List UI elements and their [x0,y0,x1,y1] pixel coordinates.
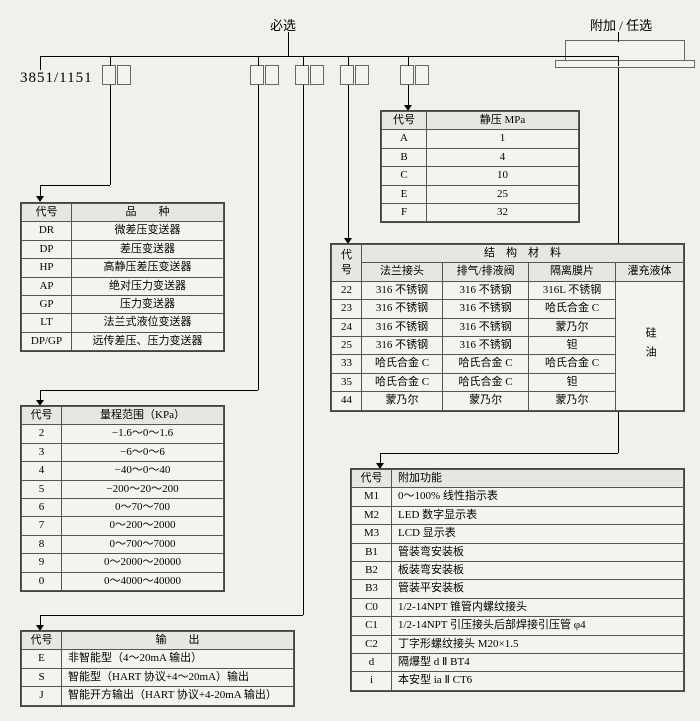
table-row: B3管装平安装板 [352,580,684,598]
th-val: 量程范围（KPa） [62,407,224,425]
slot-9 [400,65,414,85]
th-code: 代号 [22,407,62,425]
table-variety: 代号 品 种 DR微差压变送器DP差压变送器HP高静压差压变送器AP绝对压力变送… [20,202,225,352]
table-row: 80～700～7000 [22,535,224,553]
slot-4 [265,65,279,85]
slot-8 [355,65,369,85]
th-code: 代号 [352,470,392,488]
table-row: C01/2-14NPT 锥管内螺纹接头 [352,598,684,616]
table-row: C2丁字形螺纹接头 M20×1.5 [352,635,684,653]
table-row: M3LCD 显示表 [352,525,684,543]
th-code: 代号 [22,204,72,222]
table-row: DR微差压变送器 [22,222,224,240]
th-val: 品 种 [72,204,224,222]
label-required: 必选 [270,15,296,34]
slot-6 [310,65,324,85]
table-row: M10～100% 线性指示表 [352,488,684,506]
table-row: E非智能型（4～20mA 输出） [22,650,294,668]
table-output: 代号 输 出 E非智能型（4～20mA 输出）S智能型（HART 协议+4～20… [20,630,295,707]
th-c1: 法兰接头 [362,263,443,281]
th-code: 代号 [22,632,62,650]
table-row: 00～4000～40000 [22,572,224,590]
slot-3 [250,65,264,85]
root-model: 3851/1151 [20,70,93,87]
table-row: S智能型（HART 协议+4～20mA）输出 [22,668,294,686]
label-optional: 附加 / 任选 [590,15,652,34]
table-row: 22316 不锈钢316 不锈钢316L 不锈钢硅油 [332,281,684,299]
table-row: B2板装弯安装板 [352,561,684,579]
slot-7 [340,65,354,85]
optional-bar [555,60,695,68]
th-c2: 排气/排液阀 [443,263,529,281]
table-row: DP/GP远传差压、压力变送器 [22,332,224,350]
table-row: 2−1.6～0～1.6 [22,425,224,443]
table-row: A1 [382,130,579,148]
table-row: LT法兰式液位变送器 [22,314,224,332]
table-row: B1管装弯安装板 [352,543,684,561]
table-row: C11/2-14NPT 引压接头后部焊接引压管 φ4 [352,617,684,635]
table-row: GP压力变送器 [22,295,224,313]
table-row: HP高静压差压变送器 [22,259,224,277]
table-row: 5−200～20～200 [22,480,224,498]
table-row: 60～70～700 [22,498,224,516]
table-row: B4 [382,148,579,166]
th-c4: 灌充液体 [615,263,683,281]
table-row: AP绝对压力变送器 [22,277,224,295]
table-row: i本安型 ia Ⅱ CT6 [352,672,684,690]
table-row: 90～2000～20000 [22,554,224,572]
table-row: DP差压变送器 [22,240,224,258]
diagram-container: 必选 附加 / 任选 3851/1151 [10,10,690,711]
slot-2 [117,65,131,85]
th-code: 代号 [382,112,427,130]
slot-1 [102,65,116,85]
optional-box [565,40,685,60]
th-val: 附加功能 [392,470,684,488]
table-row: 70～200～2000 [22,517,224,535]
th-code: 代号 [332,245,362,282]
table-static-pressure: 代号 静压 MPa A1B4C10E25F32 [380,110,580,223]
th-c3: 隔离膜片 [529,263,616,281]
table-row: F32 [382,203,579,221]
table-row: C10 [382,167,579,185]
table-row: 3−6～0～6 [22,443,224,461]
table-structure: 代号 结 构 材 料 法兰接头 排气/排液阀 隔离膜片 灌充液体 22316 不… [330,243,685,412]
th-val: 输 出 [62,632,294,650]
table-row: E25 [382,185,579,203]
th-title: 结 构 材 料 [362,245,684,263]
table-row: 4−40～0～40 [22,462,224,480]
table-row: d隔爆型 d Ⅱ BT4 [352,653,684,671]
table-range: 代号 量程范围（KPa） 2−1.6～0～1.63−6～0～64−40～0～40… [20,405,225,592]
table-add-func: 代号 附加功能 M10～100% 线性指示表M2LED 数字显示表M3LCD 显… [350,468,685,692]
table-row: J智能开方输出（HART 协议+4-20mA 输出） [22,687,294,705]
th-val: 静压 MPa [427,112,579,130]
slot-5 [295,65,309,85]
slot-10 [415,65,429,85]
table-row: M2LED 数字显示表 [352,506,684,524]
